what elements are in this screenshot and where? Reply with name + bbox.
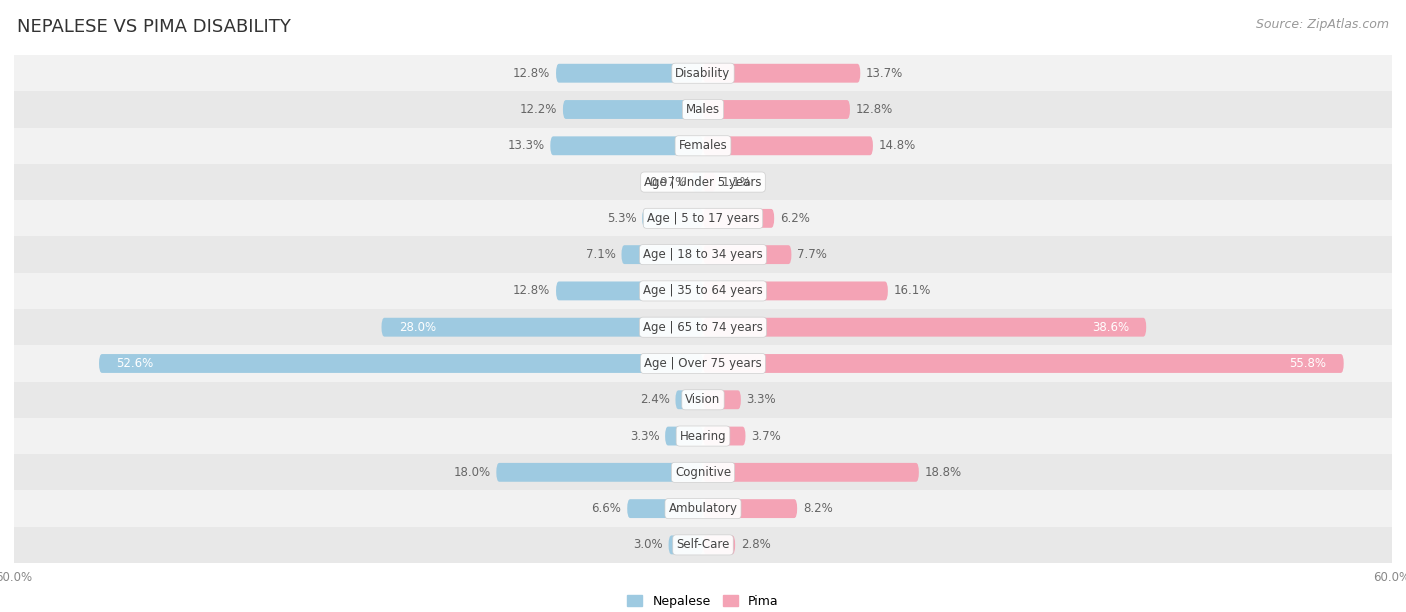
FancyBboxPatch shape: [621, 245, 703, 264]
FancyBboxPatch shape: [381, 318, 703, 337]
Text: 55.8%: 55.8%: [1289, 357, 1326, 370]
Text: 6.2%: 6.2%: [780, 212, 810, 225]
FancyBboxPatch shape: [703, 100, 851, 119]
Text: Age | Under 5 years: Age | Under 5 years: [644, 176, 762, 188]
Text: 14.8%: 14.8%: [879, 140, 915, 152]
Text: Age | 5 to 17 years: Age | 5 to 17 years: [647, 212, 759, 225]
Bar: [14, 236, 1392, 273]
FancyBboxPatch shape: [665, 427, 703, 446]
Bar: [14, 273, 1392, 309]
Text: Males: Males: [686, 103, 720, 116]
FancyBboxPatch shape: [703, 427, 745, 446]
Bar: [14, 382, 1392, 418]
Legend: Nepalese, Pima: Nepalese, Pima: [623, 590, 783, 612]
Text: Source: ZipAtlas.com: Source: ZipAtlas.com: [1256, 18, 1389, 31]
Text: NEPALESE VS PIMA DISABILITY: NEPALESE VS PIMA DISABILITY: [17, 18, 291, 36]
Text: 16.1%: 16.1%: [894, 285, 931, 297]
Text: Age | 18 to 34 years: Age | 18 to 34 years: [643, 248, 763, 261]
FancyBboxPatch shape: [703, 499, 797, 518]
Text: 12.8%: 12.8%: [513, 285, 550, 297]
Bar: [14, 309, 1392, 345]
Bar: [14, 454, 1392, 490]
Bar: [14, 490, 1392, 527]
Text: 52.6%: 52.6%: [117, 357, 153, 370]
Text: 1.1%: 1.1%: [721, 176, 751, 188]
Text: 7.7%: 7.7%: [797, 248, 827, 261]
FancyBboxPatch shape: [703, 282, 887, 300]
Text: 12.8%: 12.8%: [513, 67, 550, 80]
FancyBboxPatch shape: [703, 173, 716, 192]
Text: Ambulatory: Ambulatory: [668, 502, 738, 515]
Bar: [14, 345, 1392, 382]
FancyBboxPatch shape: [496, 463, 703, 482]
Text: 0.97%: 0.97%: [650, 176, 686, 188]
Text: Cognitive: Cognitive: [675, 466, 731, 479]
Text: 12.8%: 12.8%: [856, 103, 893, 116]
FancyBboxPatch shape: [562, 100, 703, 119]
Text: Hearing: Hearing: [679, 430, 727, 442]
Bar: [14, 55, 1392, 91]
Text: 8.2%: 8.2%: [803, 502, 832, 515]
FancyBboxPatch shape: [98, 354, 703, 373]
FancyBboxPatch shape: [550, 136, 703, 155]
Bar: [14, 128, 1392, 164]
Text: Age | Over 75 years: Age | Over 75 years: [644, 357, 762, 370]
Text: 13.7%: 13.7%: [866, 67, 903, 80]
Text: 2.8%: 2.8%: [741, 539, 770, 551]
FancyBboxPatch shape: [703, 318, 1146, 337]
Bar: [14, 200, 1392, 236]
Bar: [14, 91, 1392, 128]
FancyBboxPatch shape: [555, 282, 703, 300]
FancyBboxPatch shape: [703, 354, 1344, 373]
Text: 3.7%: 3.7%: [751, 430, 780, 442]
FancyBboxPatch shape: [703, 64, 860, 83]
Text: Self-Care: Self-Care: [676, 539, 730, 551]
FancyBboxPatch shape: [643, 209, 703, 228]
FancyBboxPatch shape: [703, 390, 741, 409]
Text: 13.3%: 13.3%: [508, 140, 544, 152]
Text: Vision: Vision: [685, 394, 721, 406]
Text: Age | 35 to 64 years: Age | 35 to 64 years: [643, 285, 763, 297]
Bar: [14, 527, 1392, 563]
FancyBboxPatch shape: [703, 209, 775, 228]
Text: 3.3%: 3.3%: [747, 394, 776, 406]
Text: 6.6%: 6.6%: [592, 502, 621, 515]
Text: 38.6%: 38.6%: [1092, 321, 1129, 334]
FancyBboxPatch shape: [703, 463, 920, 482]
Text: Disability: Disability: [675, 67, 731, 80]
Text: 18.8%: 18.8%: [925, 466, 962, 479]
Text: 3.0%: 3.0%: [633, 539, 662, 551]
FancyBboxPatch shape: [692, 173, 703, 192]
Text: 5.3%: 5.3%: [607, 212, 637, 225]
Text: 18.0%: 18.0%: [454, 466, 491, 479]
Text: 3.3%: 3.3%: [630, 430, 659, 442]
FancyBboxPatch shape: [703, 245, 792, 264]
Bar: [14, 164, 1392, 200]
FancyBboxPatch shape: [669, 536, 703, 554]
FancyBboxPatch shape: [703, 136, 873, 155]
FancyBboxPatch shape: [555, 64, 703, 83]
Bar: [14, 418, 1392, 454]
Text: Females: Females: [679, 140, 727, 152]
FancyBboxPatch shape: [627, 499, 703, 518]
FancyBboxPatch shape: [675, 390, 703, 409]
Text: 2.4%: 2.4%: [640, 394, 669, 406]
Text: 7.1%: 7.1%: [586, 248, 616, 261]
Text: Age | 65 to 74 years: Age | 65 to 74 years: [643, 321, 763, 334]
Text: 12.2%: 12.2%: [520, 103, 557, 116]
Text: 28.0%: 28.0%: [399, 321, 436, 334]
FancyBboxPatch shape: [703, 536, 735, 554]
